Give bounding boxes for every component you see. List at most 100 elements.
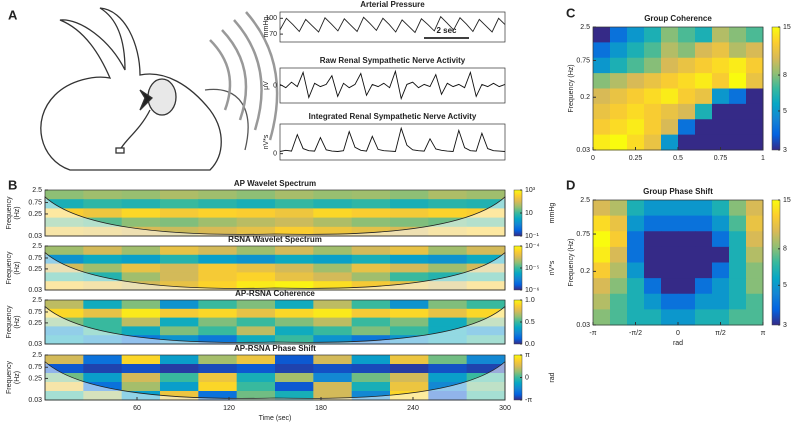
heatmap-cell xyxy=(428,190,468,200)
chart-title: Arterial Pressure xyxy=(360,0,425,9)
heatmap-cell xyxy=(610,293,628,310)
heatmap-cell xyxy=(236,355,276,365)
heatmap-cell xyxy=(313,317,353,327)
cone-of-influence xyxy=(44,196,506,237)
heatmap-cell xyxy=(236,335,276,345)
y-tick-label: 0 xyxy=(273,82,277,89)
heatmap-cell xyxy=(236,364,276,374)
heatmap-cell xyxy=(466,308,506,319)
heatmap-cell xyxy=(695,278,713,295)
heatmap-cell xyxy=(695,27,713,43)
heatmap-cell xyxy=(275,373,314,383)
y-tick-label: 0.03 xyxy=(576,322,590,329)
heatmap-cell xyxy=(695,57,713,74)
heatmap-cell xyxy=(661,293,679,310)
heatmap-cell xyxy=(729,119,747,136)
cone-of-influence xyxy=(44,360,506,401)
heatmap-cell xyxy=(678,215,696,232)
heatmap-cell xyxy=(45,300,84,310)
heatmap-cell xyxy=(313,254,353,265)
heatmap-cell xyxy=(729,278,747,295)
colorbar-tick-label: 8 xyxy=(783,246,787,253)
y-tick-label: 0.25 xyxy=(28,266,42,273)
heatmap-cell xyxy=(678,103,696,120)
heatmap-cell xyxy=(351,254,391,265)
heatmap-cell xyxy=(661,134,679,151)
heatmap-cell xyxy=(428,373,468,383)
x-tick-label: 0.5 xyxy=(673,155,683,162)
x-tick-label: 0.75 xyxy=(714,155,728,162)
heatmap-cell xyxy=(729,42,747,59)
x-axis-label: rad xyxy=(673,340,683,347)
heatmap-cell xyxy=(729,262,747,279)
heatmap-cell xyxy=(678,200,696,217)
y-tick-label: 2.5 xyxy=(32,297,42,304)
heatmap-cell xyxy=(160,308,199,319)
heatmap-cell xyxy=(712,27,730,43)
heatmap-cell xyxy=(712,134,730,151)
heatmap-cell xyxy=(236,391,276,401)
heatmap-cell xyxy=(160,373,199,383)
heatmap-cell xyxy=(198,281,238,291)
x-tick-label: 180 xyxy=(315,405,327,412)
heatmap-cell xyxy=(678,57,696,74)
heatmap-cell xyxy=(729,88,747,105)
heatmap-cell xyxy=(236,326,276,336)
plot-frame xyxy=(279,11,506,43)
heatmap-cell xyxy=(729,293,747,310)
heatmap-cell xyxy=(275,300,314,310)
heatmap-cell xyxy=(83,199,123,209)
heatmap-cell xyxy=(45,246,84,256)
heatmap-cell xyxy=(390,382,429,392)
heatmap-cell xyxy=(644,200,662,217)
heatmap-cell xyxy=(83,246,123,256)
heatmap-cell xyxy=(644,246,662,263)
heatmap-cell xyxy=(644,262,662,279)
heatmap-cell xyxy=(627,119,645,136)
signal-waves xyxy=(209,11,279,141)
heatmap-cell xyxy=(661,27,679,43)
y-axis-label: Frequency (Hz) xyxy=(568,238,575,286)
heatmap-cell xyxy=(746,246,764,263)
heatmap-cell xyxy=(746,57,764,74)
panel-label: C xyxy=(566,5,576,20)
y-axis-label: mmHg xyxy=(263,17,270,38)
heatmap-cell xyxy=(627,246,645,263)
x-tick-label: 0.25 xyxy=(629,155,643,162)
heatmap-cell xyxy=(712,42,730,59)
heatmap-cell xyxy=(275,326,314,336)
heatmap-cell xyxy=(593,57,611,74)
heatmap-cell xyxy=(275,308,314,319)
chart-title: Group Coherence xyxy=(644,14,712,23)
x-tick-label: 240 xyxy=(407,405,419,412)
heatmap-cell xyxy=(466,199,506,209)
y-tick-label: 0.03 xyxy=(28,233,42,240)
heatmap-cell xyxy=(313,355,353,365)
heatmap-cell xyxy=(712,119,730,136)
heatmap-cell xyxy=(121,373,161,383)
heatmap-cell xyxy=(695,262,713,279)
heatmap-cell xyxy=(627,134,645,151)
heatmap-cell xyxy=(712,215,730,232)
heatmap-cell xyxy=(121,254,161,265)
heatmap-cell xyxy=(83,208,123,219)
heatmap-cell xyxy=(313,208,353,219)
heatmap-cell xyxy=(121,355,161,365)
colorbar-tick-label: 0.0 xyxy=(525,341,535,348)
chart-title: Integrated Renal Sympathetic Nerve Activ… xyxy=(309,112,477,121)
y-tick-label: 2.5 xyxy=(32,243,42,250)
heatmap-cell xyxy=(45,190,84,200)
heatmap-cell xyxy=(275,190,314,200)
heatmap-cell xyxy=(428,254,468,265)
heatmap-cell xyxy=(236,190,276,200)
heatmap-cell xyxy=(729,215,747,232)
heatmap-cell xyxy=(428,364,468,374)
heatmap-cell xyxy=(644,119,662,136)
heatmap-cell xyxy=(275,391,314,401)
colorbar-tick-label: π xyxy=(525,352,530,359)
colorbar-tick-label: 5 xyxy=(783,108,787,115)
heatmap-cell xyxy=(593,309,611,326)
heatmap-cell xyxy=(627,103,645,120)
heatmap-cell xyxy=(198,217,238,228)
heatmap-cell xyxy=(198,254,238,265)
